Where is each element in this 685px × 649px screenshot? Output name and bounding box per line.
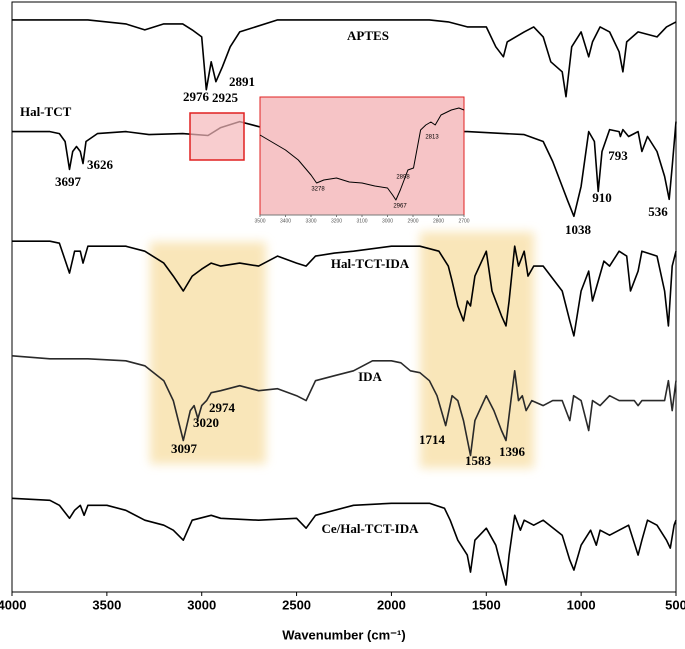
peak-label: 2813 <box>425 135 439 141</box>
peak-label: 1038 <box>565 222 592 237</box>
zoom-region <box>189 112 245 161</box>
peak-label: 793 <box>608 148 628 163</box>
x-axis-title: Wavenumber (cm⁻¹) <box>282 627 405 642</box>
peak-label: 536 <box>648 204 668 219</box>
x-tick-label: 3000 <box>382 218 393 224</box>
series-label: Hal-TCT <box>20 104 72 119</box>
series-label: Ce/Hal-TCT-IDA <box>321 521 419 536</box>
spectrum-line <box>12 120 677 218</box>
peak-label: 3020 <box>193 415 219 430</box>
spectrum-line <box>259 107 465 201</box>
inset-plot: 3500 3400 3300 3200 3100 3000 2900 2800 2700 3278… <box>254 107 470 224</box>
x-tick-label: 3500 <box>254 218 265 224</box>
peak-label: 2974 <box>209 400 236 415</box>
series-label: Hal-TCT-IDA <box>331 256 410 271</box>
x-tick-label: 1500 <box>472 597 501 612</box>
x-tick-label: 1000 <box>567 597 596 612</box>
highlight-region <box>150 242 266 464</box>
peak-label: 2967 <box>393 204 407 210</box>
x-tick-label: 2000 <box>377 597 406 612</box>
x-tick-label: 4000 <box>0 597 26 612</box>
peak-label: 2898 <box>396 175 410 181</box>
x-tick-label: 2800 <box>433 218 444 224</box>
peak-label: 910 <box>592 190 612 205</box>
x-tick-label: 3400 <box>280 218 291 224</box>
spectrum-line <box>12 240 677 337</box>
peak-label: 3697 <box>55 174 82 189</box>
x-tick-label: 3500 <box>92 597 121 612</box>
peak-label: 1583 <box>465 453 492 468</box>
main-plot: 4000 3500 3000 2500 2000 1500 1000 500 APTES 2976… <box>0 19 685 612</box>
peak-label: 2976 <box>183 89 210 104</box>
spectrum-line <box>11 355 677 457</box>
peak-label: 3278 <box>311 187 325 193</box>
x-tick-label: 2700 <box>458 218 469 224</box>
peak-label: 1714 <box>419 432 446 447</box>
series-label: APTES <box>347 28 389 43</box>
inset-frame <box>259 96 465 216</box>
x-tick-label: 3100 <box>356 218 367 224</box>
spectrum-line <box>11 497 677 586</box>
x-tick-label: 3000 <box>187 597 216 612</box>
peak-label: 1396 <box>499 444 526 459</box>
series-label: IDA <box>358 369 382 384</box>
x-tick-label: 3200 <box>331 218 342 224</box>
peak-label: 3626 <box>87 157 114 172</box>
x-tick-label: 3300 <box>305 218 316 224</box>
x-tick-label: 2500 <box>282 597 311 612</box>
peak-label: 2891 <box>229 74 255 89</box>
x-tick-label: 500 <box>665 597 685 612</box>
plot-frame <box>11 1 677 593</box>
x-tick-label: 2900 <box>407 218 418 224</box>
peak-label: 3097 <box>171 441 198 456</box>
spectrum-line <box>12 19 677 98</box>
peak-label: 2925 <box>212 90 239 105</box>
